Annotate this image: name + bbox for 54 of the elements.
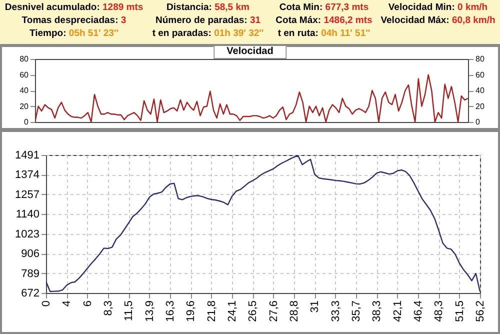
text: Número de paradas: 31 <box>155 15 261 26</box>
y-tick-label: 789 <box>21 268 40 280</box>
x-tick-label: 48,3 <box>433 300 446 322</box>
y2-tick-label: 20 <box>476 102 485 111</box>
x-tick-label: 19,6 <box>185 300 198 322</box>
text: Velocidad Máx: 60,8 km/h <box>380 15 496 26</box>
x-tick-label: 0 <box>40 300 52 307</box>
text: Desnivel acumulado: 1289 mts <box>4 2 144 13</box>
x-tick-label: 27,6 <box>268 300 280 322</box>
text: Tiempo: 05h 51' 23'' <box>30 28 118 39</box>
y-tick-label: 20 <box>20 102 30 111</box>
chart-title: Velocidad <box>214 46 286 59</box>
x-tick-label: 35,7 <box>350 300 362 322</box>
text: Distancia: 58,5 km <box>166 2 250 13</box>
text: t en ruta: 04h 11' 51'' <box>278 28 370 39</box>
y-tick-label: 672 <box>21 288 40 300</box>
x-tick-label: 16,3 <box>164 300 176 322</box>
text: Tomas despreciadas: 3 <box>22 15 126 26</box>
x-tick-label: 28,8 <box>288 300 300 322</box>
x-tick-label: 8,3 <box>102 300 114 316</box>
x-tick-label: 26,5 <box>247 300 260 322</box>
line-series <box>46 155 480 292</box>
y-tick-label: 1257 <box>15 188 40 201</box>
y-tick-label: 1374 <box>15 169 40 182</box>
x-tick-label: 24,1 <box>226 300 238 322</box>
y2-tick-label: 60 <box>476 70 485 80</box>
x-tick-label: 51,5 <box>454 300 466 322</box>
line-series <box>35 74 468 122</box>
x-tick-label: 21,8 <box>206 300 218 322</box>
y2-tick-label: 0 <box>476 118 480 126</box>
x-tick-label: 33,3 <box>330 300 342 322</box>
x-tick-label: 13,9 <box>144 300 156 322</box>
y-tick-label: 40 <box>20 86 30 95</box>
text: Velocidad Min: 0 km/h <box>388 2 488 13</box>
y-tick-label: 80 <box>20 54 30 64</box>
y-tick-label: 60 <box>20 70 30 80</box>
x-tick-label: 4 <box>61 300 74 307</box>
x-tick-label: 38,3 <box>371 300 384 322</box>
x-tick-label: 56,2 <box>474 300 486 322</box>
y-tick-label: 1491 <box>15 150 40 162</box>
y-tick-label: 906 <box>21 248 40 260</box>
text: Cota Máx: 1486,2 mts <box>276 15 372 26</box>
y-tick-label: 1140 <box>16 208 40 221</box>
x-tick-label: 46,4 <box>412 300 424 322</box>
text: Cota Min: 677,3 mts <box>279 2 369 13</box>
x-tick-label: 11,5 <box>123 300 136 322</box>
y2-tick-label: 40 <box>476 86 485 95</box>
x-tick-label: 6 <box>82 300 94 307</box>
text: t en paradas: 01h 39' 32'' <box>152 28 264 39</box>
y2-tick-label: 80 <box>476 54 485 64</box>
y-tick-label: 1023 <box>15 228 40 240</box>
x-tick-label: 31 <box>309 300 322 313</box>
x-tick-label: 42,1 <box>392 300 404 322</box>
y-tick-label: 0 <box>24 118 30 126</box>
